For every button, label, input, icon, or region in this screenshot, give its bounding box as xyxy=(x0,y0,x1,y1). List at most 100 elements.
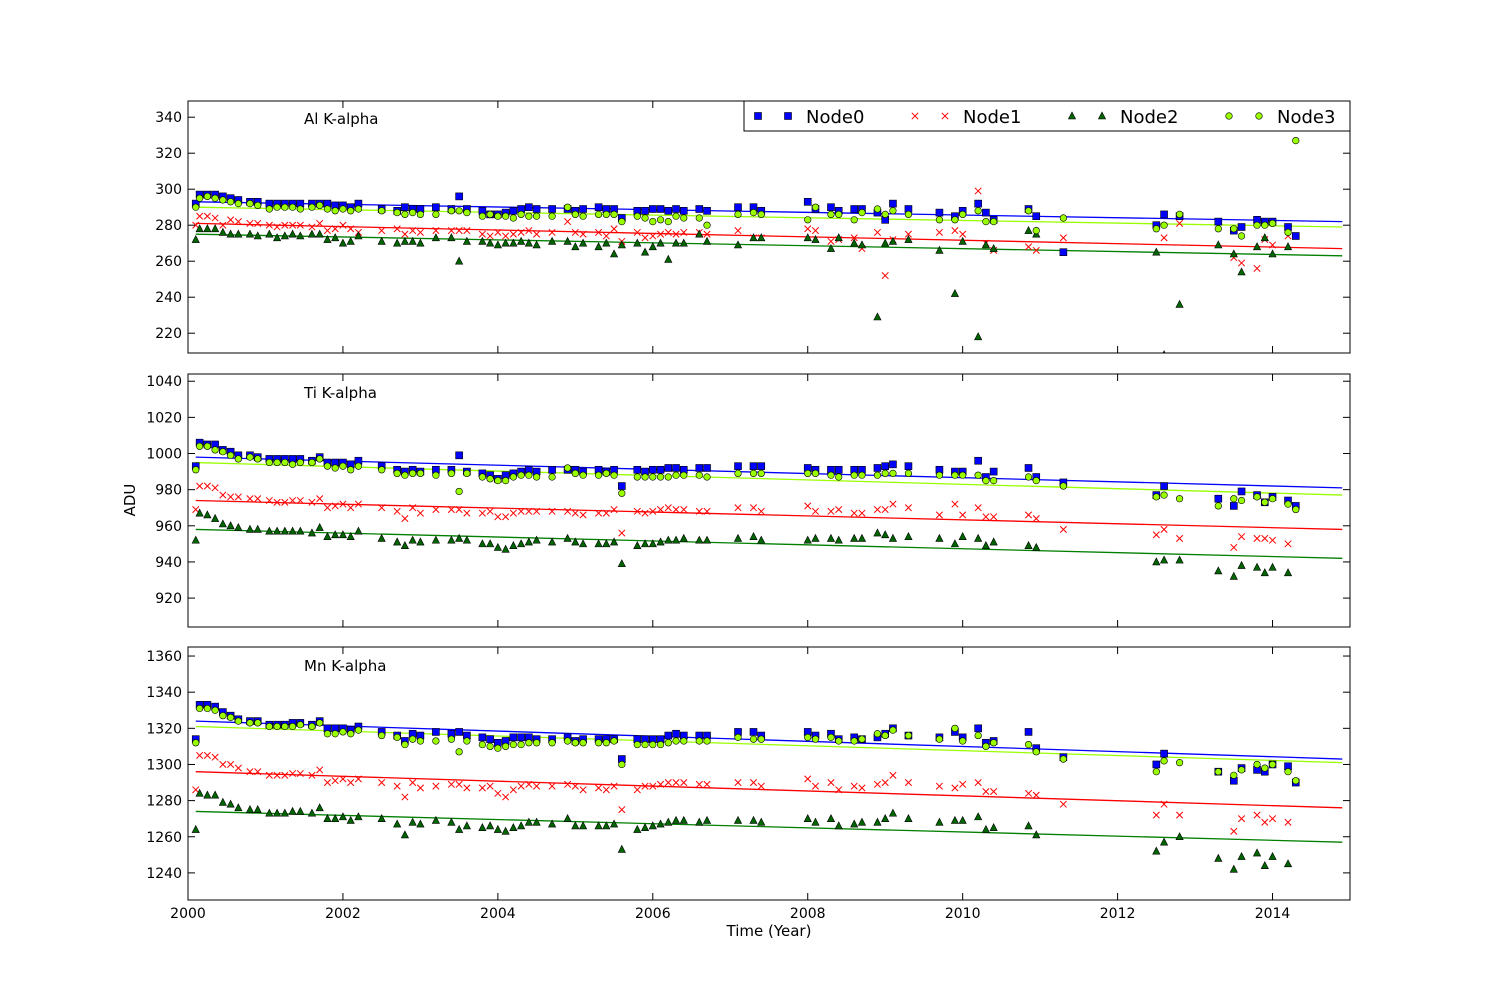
data-point xyxy=(316,766,324,774)
data-point xyxy=(296,496,304,505)
data-point xyxy=(1252,242,1262,251)
data-point xyxy=(211,753,219,761)
data-point xyxy=(1059,525,1067,533)
data-point xyxy=(563,236,572,245)
data-point xyxy=(307,229,317,238)
data-point xyxy=(656,819,665,828)
data-point xyxy=(548,228,556,236)
y-tick-label: 220 xyxy=(155,326,182,342)
data-point xyxy=(254,495,262,503)
data-point xyxy=(803,233,812,242)
data-point xyxy=(571,537,580,546)
data-point xyxy=(935,817,944,826)
data-point xyxy=(509,786,517,794)
data-point xyxy=(1162,350,1166,353)
data-point xyxy=(265,221,273,229)
data-point xyxy=(811,234,820,243)
data-point xyxy=(1032,246,1040,254)
data-point xyxy=(1292,505,1300,514)
data-point xyxy=(749,531,758,540)
x-tick-label: 2000 xyxy=(170,906,206,922)
data-point xyxy=(408,535,417,544)
x-tick-label: 2002 xyxy=(325,906,361,922)
data-point xyxy=(1032,477,1040,485)
data-point xyxy=(1260,568,1269,577)
data-point xyxy=(192,221,200,229)
data-point xyxy=(273,458,281,467)
data-point xyxy=(346,531,355,540)
y-tick-label: 1320 xyxy=(146,721,182,737)
data-point xyxy=(517,471,525,479)
data-point xyxy=(641,214,649,222)
data-point xyxy=(904,504,912,512)
data-point xyxy=(858,471,866,479)
data-point xyxy=(982,477,990,485)
data-point xyxy=(804,469,812,477)
data-point xyxy=(679,238,688,247)
data-point xyxy=(339,500,347,508)
data-point xyxy=(672,471,680,479)
data-point xyxy=(640,539,650,548)
data-point xyxy=(289,496,297,505)
data-point xyxy=(1160,482,1168,490)
data-point xyxy=(1214,240,1223,249)
data-point xyxy=(757,782,765,790)
data-point xyxy=(486,232,494,240)
data-point xyxy=(835,786,843,794)
data-point xyxy=(486,742,494,750)
data-point xyxy=(695,214,703,222)
legend: Node0 Node1 Node2 Node3 xyxy=(743,100,1351,132)
data-point xyxy=(1283,242,1293,251)
data-point xyxy=(517,782,525,790)
data-point xyxy=(1024,243,1033,251)
data-point xyxy=(509,473,517,481)
data-point xyxy=(493,240,502,249)
data-point xyxy=(959,780,967,788)
data-point xyxy=(671,238,681,247)
data-point xyxy=(881,530,890,539)
data-point xyxy=(811,533,820,542)
y-tick-label: 320 xyxy=(155,146,182,162)
data-point xyxy=(296,458,304,467)
data-point xyxy=(811,782,820,790)
data-point xyxy=(455,728,463,736)
data-point xyxy=(234,200,242,208)
data-point xyxy=(1284,768,1292,776)
data-point xyxy=(548,819,557,828)
data-point xyxy=(211,224,220,233)
data-point xyxy=(234,764,242,772)
data-point xyxy=(517,539,526,548)
y-tick-label: 1260 xyxy=(146,830,182,846)
data-point xyxy=(1284,500,1292,508)
data-point xyxy=(804,502,812,510)
data-point xyxy=(393,819,402,828)
data-point xyxy=(602,739,610,747)
data-point xyxy=(827,203,835,211)
data-point xyxy=(594,210,603,218)
data-point xyxy=(265,771,273,779)
data-point xyxy=(811,469,820,477)
data-point xyxy=(494,789,502,797)
data-point xyxy=(548,739,556,747)
data-point xyxy=(881,505,889,514)
data-point xyxy=(935,216,944,224)
fit-line-node3 xyxy=(195,206,1343,228)
y-tick-label: 280 xyxy=(155,218,182,234)
data-point xyxy=(695,464,704,472)
data-point xyxy=(501,238,510,247)
data-point xyxy=(656,205,665,213)
data-point xyxy=(826,814,836,822)
data-point xyxy=(702,815,712,824)
data-point xyxy=(502,212,510,220)
data-point xyxy=(664,207,673,215)
data-point xyxy=(982,742,990,750)
data-point xyxy=(1253,493,1261,501)
data-point xyxy=(323,462,332,470)
data-point xyxy=(664,228,672,236)
data-point xyxy=(958,236,967,245)
data-point xyxy=(323,205,332,213)
data-point xyxy=(888,236,898,245)
data-point xyxy=(265,808,274,817)
data-point xyxy=(827,778,835,787)
data-point xyxy=(409,209,417,217)
